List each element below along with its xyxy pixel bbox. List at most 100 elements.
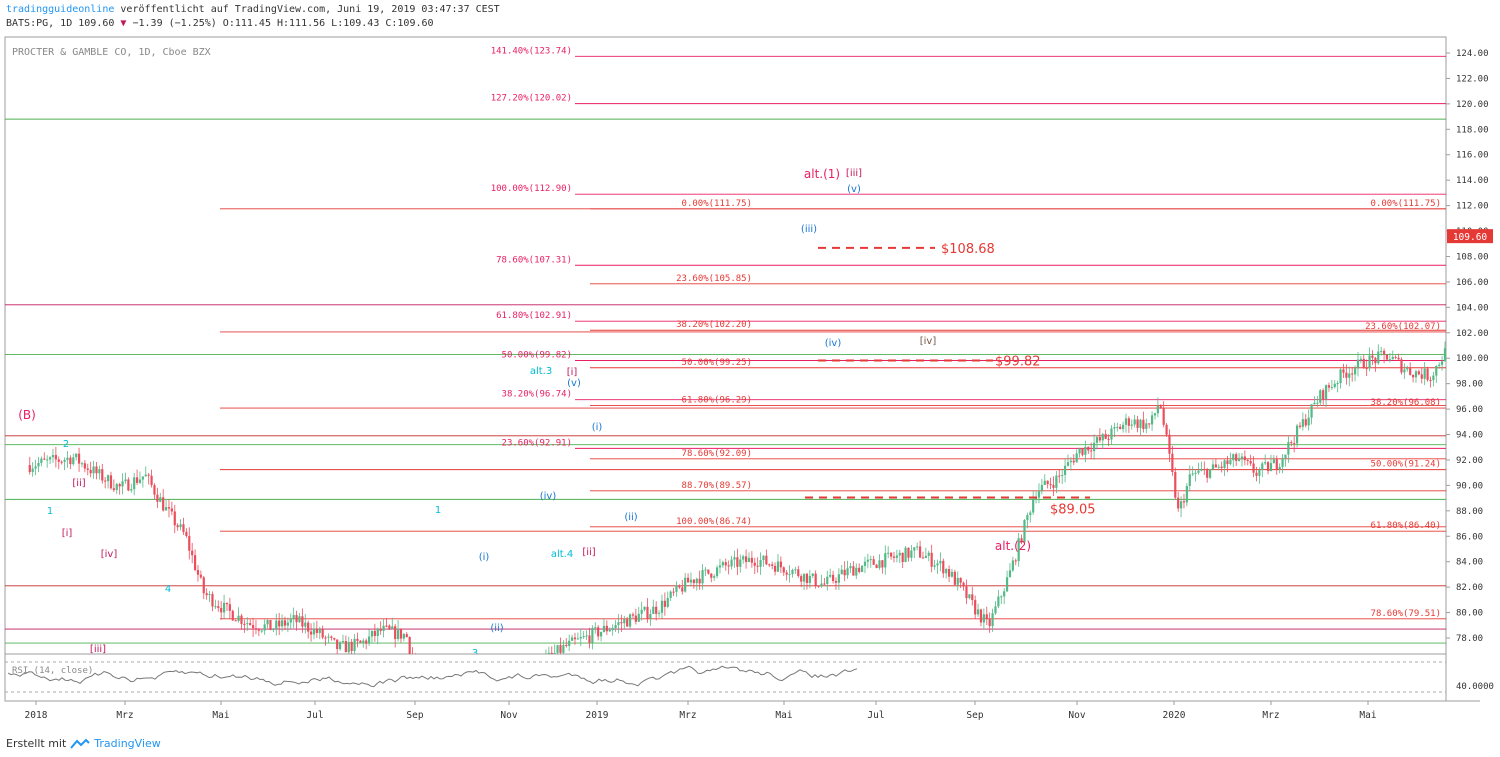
candle-body	[913, 547, 916, 551]
candle-body	[1409, 368, 1412, 375]
y-tick-label: 100.00	[1456, 354, 1489, 364]
candle-body	[779, 561, 782, 568]
candle-body	[1092, 442, 1096, 452]
candle-body	[196, 570, 200, 575]
candle-body	[304, 622, 307, 627]
last-price: 109.60	[78, 18, 115, 29]
created-with-text: Erstellt mit	[6, 737, 67, 750]
candle-body	[367, 636, 371, 644]
candle-body	[1174, 471, 1177, 498]
fib-level-label: 100.00%(112.90)	[491, 184, 572, 194]
candle-body	[1403, 369, 1406, 373]
tradingview-brand[interactable]: TradingView	[94, 737, 161, 750]
low-value: 109.43	[343, 18, 380, 29]
wave-label: [i]	[567, 367, 578, 378]
candle-body	[1391, 356, 1394, 360]
candle-body	[689, 579, 693, 583]
candle-body	[1374, 357, 1377, 364]
candle-body	[820, 583, 823, 587]
candle-body	[249, 623, 252, 626]
candle-body	[698, 578, 701, 584]
candle-body	[1284, 454, 1287, 459]
candle-body	[1235, 454, 1238, 461]
candle-body	[1026, 515, 1029, 521]
candle-body	[1313, 402, 1316, 405]
candle-body	[744, 556, 748, 563]
candle-body	[101, 469, 104, 481]
wave-label: 3	[472, 648, 478, 659]
candle-body	[869, 559, 872, 561]
candle-body	[1223, 460, 1226, 468]
candle-body	[443, 712, 445, 714]
candle-body	[150, 475, 153, 486]
fib-level-label: 50.00%(99.82)	[502, 351, 572, 361]
candle-body	[971, 594, 974, 601]
fib-level-label: 61.80%(96.29)	[682, 395, 752, 405]
x-tick-label: Jul	[306, 710, 323, 721]
candle-body	[220, 607, 223, 613]
wave-label: (i)	[479, 552, 490, 563]
candle-body	[785, 572, 788, 575]
fib-level-label: 88.70%(89.57)	[682, 481, 752, 491]
candle-body	[1058, 475, 1061, 477]
candle-body	[121, 481, 124, 487]
candle-body	[1382, 350, 1386, 355]
candle-body	[1185, 485, 1188, 503]
candle-body	[646, 606, 649, 619]
wave-label: alt.(1)	[804, 167, 840, 181]
site-link[interactable]: tradingguideonline	[6, 4, 115, 15]
wave-label: [iii]	[90, 644, 106, 655]
candle-body	[1159, 406, 1162, 408]
candle-body	[1011, 560, 1014, 571]
y-tick-label: 122.00	[1456, 74, 1489, 84]
candle-body	[365, 640, 368, 644]
candle-body	[162, 497, 165, 511]
candle-body	[263, 624, 266, 631]
candle-body	[124, 479, 127, 482]
fib-level-label: 50.00%(99.25)	[682, 358, 752, 368]
candle-body	[1156, 406, 1159, 414]
candle-body	[373, 630, 376, 636]
y-tick-label: 118.00	[1456, 125, 1489, 135]
candle-body	[556, 645, 559, 653]
fib-level-label: 0.00%(111.75)	[682, 199, 752, 209]
candle-body	[1336, 383, 1339, 385]
rsi-tick-label: 40.0000	[1456, 682, 1494, 692]
last-price-tag	[1447, 229, 1493, 244]
change-value: −1.39 (−1.25%)	[132, 18, 217, 29]
candle-body	[202, 577, 205, 594]
candle-body	[260, 630, 263, 632]
candle-body	[1055, 475, 1058, 488]
fib-level-label: 23.60%(105.85)	[676, 274, 752, 284]
candle-body	[1368, 355, 1371, 369]
candle-body	[1139, 419, 1142, 428]
footer: Erstellt mit TradingView	[6, 737, 161, 750]
fib-level-label: 127.20%(120.02)	[491, 94, 572, 104]
candle-body	[927, 552, 930, 556]
candle-body	[614, 624, 617, 629]
candle-body	[721, 562, 724, 566]
candle-body	[1453, 334, 1455, 338]
candle-body	[1127, 418, 1130, 426]
candle-body	[582, 636, 585, 638]
candle-body	[834, 581, 838, 583]
candle-body	[1090, 450, 1093, 452]
symbol-label: BATS:PG, 1D	[6, 18, 73, 29]
wave-label: (ii)	[624, 512, 637, 523]
candle-body	[843, 569, 846, 576]
candle-body	[750, 557, 753, 563]
candle-body	[727, 565, 730, 567]
wave-label: [ii]	[582, 547, 595, 558]
candle-body	[837, 574, 840, 583]
candle-body	[907, 547, 910, 558]
candle-body	[962, 582, 965, 587]
candle-body	[257, 629, 260, 631]
candle-body	[1351, 373, 1354, 375]
candle-body	[808, 575, 811, 584]
candle-body	[440, 705, 442, 715]
candle-body	[1171, 453, 1174, 472]
candle-body	[921, 557, 925, 559]
candle-body	[1226, 460, 1229, 465]
candle-body	[640, 609, 643, 614]
